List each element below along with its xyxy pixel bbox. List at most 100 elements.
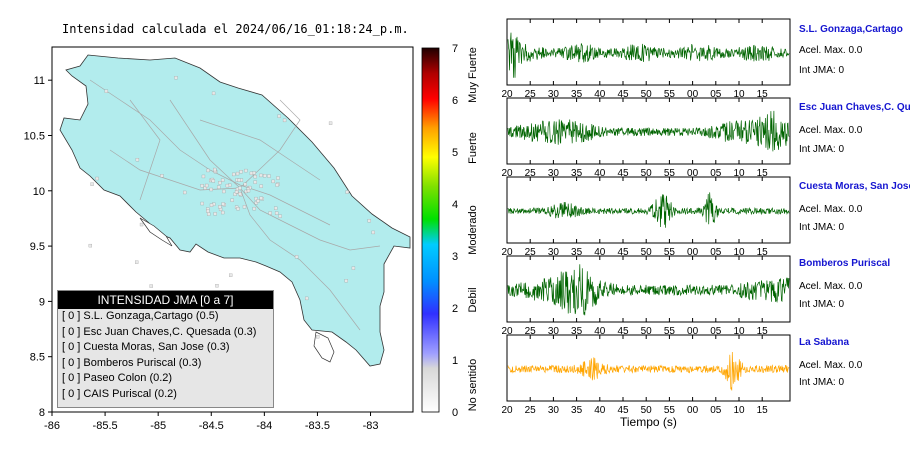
time-tick-label: 30 [548,405,560,416]
waveform-panel: 20 25 30 35 40 45 50 55 00 05 10 15 [501,334,791,416]
station-jma: Int JMA: 0 [799,299,845,310]
time-tick-label: 10 [733,405,745,416]
time-tick-label: 10 [733,89,745,100]
time-tick-label: 55 [664,405,676,416]
y-tick-label: 11 [34,75,45,87]
legend-row: [ 0 ] Cuesta Moras, San Jose (0.3) [62,341,230,354]
x-tick-label: -86 [44,420,60,432]
intensity-legend: INTENSIDAD JMA [0 a 7] [ 0 ] S.L. Gonzag… [57,290,274,408]
station-dot [246,188,251,193]
time-tick-label: 20 [501,247,513,258]
x-tick-label: -84.5 [199,420,224,432]
waveform-line [507,192,790,228]
time-tick-label: 40 [594,326,606,337]
time-tick-label: 10 [733,326,745,337]
time-tick-label: 35 [571,405,583,416]
road [109,149,241,191]
colorbar-tick-label: 4 [452,199,458,211]
station-dot [200,201,204,206]
station-dot [135,158,140,162]
station-acel: Acel. Max. 0.0 [799,45,863,56]
colorbar-tick-label: 3 [452,251,458,263]
station-dot [271,179,275,184]
colorbar-label: Moderado [467,205,479,255]
time-tick-label: 50 [641,89,653,100]
time-tick-label: 45 [617,326,629,337]
station-dot [273,206,278,210]
legend-row: [ 0 ] Bomberos Puriscal (0.3) [62,356,202,369]
waveform-panel: 20 25 30 35 40 45 50 55 00 05 10 15 [501,97,791,179]
waveform-line [507,351,790,391]
road [89,79,331,226]
road [239,187,381,251]
time-tick-label: 20 [501,405,513,416]
time-tick-label: 05 [710,405,722,416]
time-tick-label: 45 [617,405,629,416]
time-tick-label: 50 [641,326,653,337]
station-dot [243,182,247,187]
station-dot [139,222,144,227]
station-dot [263,173,267,178]
colorbar-ticks: 0 1 2 3 4 5 6 7 [452,43,458,419]
time-tick-label: 40 [594,89,606,100]
time-tick-label: 20 [501,168,513,179]
station-dot [275,183,279,187]
station-dot [200,184,204,188]
station-dot [253,180,257,184]
station-dot [274,211,279,215]
time-tick-label: 15 [757,326,769,337]
station-dot [209,187,213,192]
time-tick-label: 00 [687,405,699,416]
station-dot [239,170,243,174]
station-name: La Sabana [799,337,850,348]
station-name: Bomberos Puriscal [799,258,891,269]
waveform-line [507,32,790,78]
x-tick-label: -84 [256,420,272,432]
station-jma: Int JMA: 0 [799,222,845,233]
time-tick-label: 10 [733,168,745,179]
waveform-line [507,264,790,316]
legend-row: [ 0 ] CAIS Puriscal (0.2) [62,387,177,400]
colorbar-label: No sentido [467,359,479,412]
waveform-panels: 20 25 30 35 40 45 50 55 00 05 10 15 20 25 30 35 40 45 50 55… [501,18,791,416]
x-tick-label: -85.5 [93,420,118,432]
station-dot [316,335,320,339]
time-tick-label: 15 [757,247,769,258]
station-dot [160,174,164,178]
waveform-panel: 20 25 30 35 40 45 50 55 00 05 10 15 [501,18,791,100]
station-dot [345,190,349,194]
station-dot [278,214,282,218]
y-tick-label: 8.5 [30,352,45,364]
time-tick-label: 15 [757,168,769,179]
station-dot [213,167,217,172]
time-tick-label: 15 [757,89,769,100]
time-tick-label: 45 [617,168,629,179]
station-dot [207,212,211,216]
station-dot [235,171,240,176]
station-name: Cuesta Moras, San Jose [799,181,910,192]
time-tick-label: 25 [525,168,537,179]
colorbar-tick-label: 2 [452,303,458,315]
road [169,99,241,189]
waveform-line [507,110,790,152]
station-dot [259,173,263,178]
time-tick-label: 50 [641,405,653,416]
time-tick-label: 55 [664,247,676,258]
road [239,99,301,189]
station-dot [267,174,271,178]
colorbar [421,47,440,413]
station-dot [259,196,263,200]
station-dot [254,201,259,205]
station-dot [328,121,333,125]
station-dot [218,205,222,209]
station-name: S.L. Gonzaga,Cartago [799,24,903,35]
time-tick-label: 30 [548,247,560,258]
road [239,187,361,331]
station-dot [104,89,109,93]
station-dot [238,192,242,196]
station-dot [217,185,221,189]
time-tick-label: 55 [664,168,676,179]
y-tick-label: 9 [39,296,45,308]
time-tick-label: 35 [571,89,583,100]
station-dot [371,230,375,235]
